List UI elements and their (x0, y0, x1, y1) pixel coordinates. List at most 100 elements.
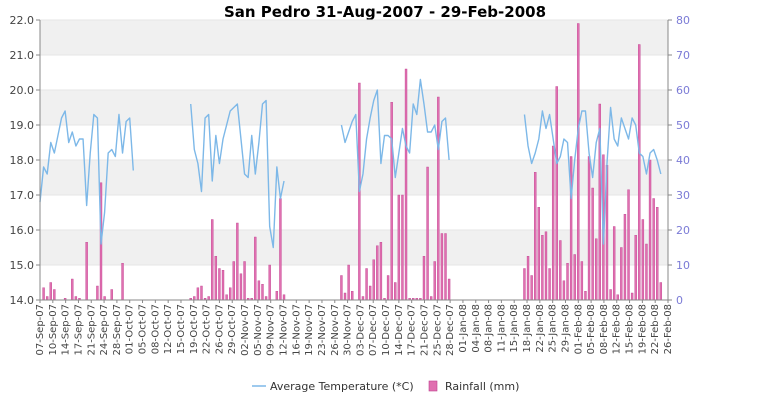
rainfall-bar (630, 292, 634, 301)
rainfall-bar (196, 287, 200, 301)
rainfall-bar (620, 247, 623, 301)
rainfall-bar (537, 207, 540, 301)
x-tick-label: 25-Dec-07 (432, 304, 443, 356)
rainfall-bar (257, 280, 261, 301)
y-right-tick-label: 50 (676, 119, 690, 132)
grid-band (40, 20, 668, 55)
rainfall-bar (447, 278, 451, 301)
rainfall-bar (225, 294, 228, 301)
rainfall-bar (214, 256, 218, 301)
y-left-tick-label: 21.0 (10, 49, 35, 62)
rainfall-bar (566, 263, 569, 301)
x-tick-label: 10-Dec-07 (381, 304, 392, 356)
rainfall-bar (218, 268, 221, 301)
rainfall-bar (236, 222, 239, 301)
rainfall-bar (559, 240, 562, 301)
rainfall-bar (96, 285, 99, 301)
x-tick-label: 28-Dec-07 (445, 304, 456, 356)
rainfall-bar (641, 219, 645, 301)
y-right-tick-label: 20 (676, 224, 690, 237)
x-tick-label: 22-Oct-07 (202, 304, 213, 354)
x-tick-label: 22-Jan-08 (535, 304, 546, 353)
rainfall-bar (268, 264, 271, 301)
rainfall-bar (555, 86, 558, 301)
rainfall-bar (200, 285, 203, 301)
rainfall-bar (426, 166, 429, 301)
rainfall-bar (45, 296, 49, 301)
rainfall-bar (648, 159, 652, 301)
rainfall-bar (282, 294, 286, 301)
y-left-tick-label: 16.0 (10, 224, 35, 237)
rainfall-bar (368, 285, 372, 301)
y-right-tick-label: 10 (676, 259, 690, 272)
temperature-line-segment (340, 78, 450, 193)
rainfall-bar (544, 231, 548, 301)
x-tick-label: 21-Sep-07 (86, 304, 97, 356)
rainfall-bar (595, 238, 598, 301)
x-tick-label: 18-Jan-08 (522, 304, 533, 353)
x-tick-label: 19-Nov-07 (304, 304, 315, 356)
y-left-tick-label: 18.0 (10, 154, 35, 167)
x-tick-label: 08-Jan-08 (484, 304, 495, 353)
rainfall-bar (534, 172, 537, 301)
x-tick-label: 29-Oct-07 (227, 304, 238, 354)
rainfall-bar (254, 236, 257, 301)
rainfall-bar (638, 44, 641, 301)
y-right-tick-label: 70 (676, 49, 690, 62)
rainfall-bar (53, 289, 56, 301)
rainfall-bar (361, 296, 365, 301)
x-tick-label: 05-Oct-07 (138, 304, 149, 354)
x-tick-label: 26-Nov-07 (330, 304, 341, 356)
x-tick-label: 19-Feb-08 (637, 304, 648, 354)
x-tick-label: 11-Jan-08 (496, 304, 507, 353)
rainfall-bar (580, 261, 584, 301)
x-tick-label: 28-Sep-07 (112, 304, 123, 356)
x-tick-label: 05-Nov-07 (253, 304, 264, 356)
rainfall-bar (394, 282, 397, 301)
x-tick-label: 23-Nov-07 (317, 304, 328, 356)
rainfall-bar (659, 282, 663, 301)
rainfall-bar (612, 226, 616, 301)
x-tick-label: 05-Feb-08 (586, 304, 597, 354)
rainfall-bar (74, 296, 78, 301)
rainfall-bar (372, 259, 375, 301)
rainfall-bar (609, 289, 612, 301)
rainfall-bar (85, 242, 88, 301)
x-tick-label: 02-Nov-07 (240, 304, 251, 356)
y-left-tick-label: 22.0 (10, 14, 35, 27)
rainfall-bar (376, 245, 379, 301)
rainfall-bar (103, 296, 106, 301)
rainfall-bar (429, 296, 433, 301)
rainfall-bar (275, 291, 279, 301)
rainfall-bar (261, 284, 264, 301)
x-tick-label: 04-Jan-08 (471, 304, 482, 353)
rainfall-bar (42, 287, 45, 301)
rainfall-bar (616, 294, 619, 301)
legend: Average Temperature (*C) Rainfall (mm) (252, 380, 519, 393)
x-tick-label: 01-Oct-07 (125, 304, 136, 354)
x-tick-label: 24-Sep-07 (99, 304, 110, 356)
rainfall-bar (573, 254, 576, 301)
x-tick-label: 26-Feb-08 (663, 304, 674, 354)
y-left-tick-label: 14.0 (10, 294, 35, 307)
rainfall-bar (541, 235, 544, 301)
x-tick-label: 08-Feb-08 (599, 304, 610, 354)
rainfall-bar (401, 194, 404, 301)
x-tick-label: 14-Sep-07 (61, 304, 72, 356)
x-tick-label: 22-Feb-08 (650, 304, 661, 354)
rainfall-bar (229, 287, 232, 301)
rainfall-bar (577, 23, 580, 301)
y-left-tick-label: 15.0 (10, 259, 35, 272)
rainfall-bar (279, 198, 282, 301)
grid-band (40, 90, 668, 125)
x-tick-label: 17-Sep-07 (73, 304, 84, 356)
x-tick-label: 03-Dec-07 (355, 304, 366, 356)
rainfall-bar (221, 270, 225, 301)
x-tick-label: 21-Dec-07 (419, 304, 430, 356)
y-axis-right-ticks: 0 10 20 30 40 50 60 70 80 (668, 14, 690, 307)
rainfall-bar (551, 145, 555, 301)
y-right-tick-label: 0 (676, 294, 683, 307)
x-tick-label: 10-Sep-07 (48, 304, 59, 356)
rainfall-bar (71, 278, 74, 301)
rainfall-bar (437, 96, 440, 301)
